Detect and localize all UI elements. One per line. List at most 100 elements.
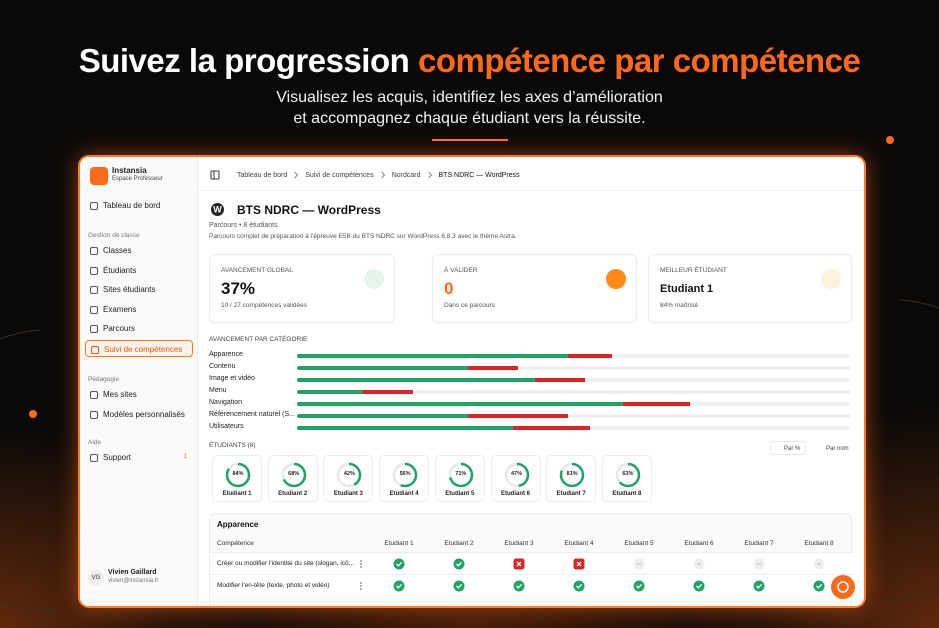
nav-item[interactable]: Suivi de compétences [85,339,193,357]
student-progress: 71% [455,471,467,477]
title-white: Suivez la progression [78,42,410,79]
failed-bar [468,414,568,418]
sidebar-toggle[interactable] [210,170,220,180]
nav-label: Mes sites [103,390,137,399]
stat-label: AVANCEMENT GLOBAL [221,267,293,274]
check [396,583,403,589]
badge: 1 [183,454,187,460]
student-progress: 68% [288,471,300,477]
status-ok [753,580,765,592]
student-card[interactable]: 63% Etudiant 8 [601,455,652,502]
role: Espace Professeur [112,176,163,182]
student-progress: 81% [566,471,578,477]
status-icon[interactable] [393,558,405,570]
sort-button[interactable]: Par nom [812,441,855,455]
student-card[interactable]: 42% Etudiant 3 [323,455,374,502]
nav-section: Pédagogie [88,376,120,383]
status-icon[interactable] [453,580,465,592]
column-header: Etudiant 8 [804,540,834,547]
nav-item[interactable]: Étudiants [85,262,193,279]
column-header: Etudiant 5 [624,540,654,547]
breadcrumb-separator [380,171,385,179]
breadcrumb-item[interactable]: Tableau de bord [237,171,288,179]
breadcrumb-separator [427,171,432,179]
category-label: Contenu [209,363,236,370]
student-name: Etudiant 8 [612,491,642,497]
student-name: Etudiant 6 [500,491,530,497]
nav-item[interactable]: Tableau de bord [85,197,193,214]
hero-title: Suivez la progression compétence par com… [0,42,939,80]
chevron [380,171,385,179]
progress-track [297,402,850,406]
breadcrumb-item[interactable]: Suivi de compétences [305,171,374,179]
check [576,583,583,589]
skills-table: Apparence Compétence Etudiant 1 Etudiant 2… [209,513,853,606]
dot [360,585,362,587]
status-icon[interactable] [513,580,525,592]
wordpress-icon: W [211,203,224,216]
section-title: ÉTUDIANTS (8) [209,442,256,449]
stat-icon [364,269,384,289]
breadcrumb: Tableau de bord Suivi de compétences Nordc… [237,171,520,179]
check [756,583,763,589]
status-icon[interactable] [813,580,825,592]
stat-note: 10 / 27 compétences validées [221,302,307,309]
nav-item[interactable]: Parcours [85,320,193,337]
status-icon[interactable] [753,558,765,570]
nav-icon [90,266,98,275]
status-icon[interactable] [393,580,405,592]
stat-icon [606,269,626,289]
status-ok [453,558,465,570]
stat-label: À VALIDER [444,267,478,274]
status-icon[interactable] [753,580,765,592]
nav-section: Gestion de classe [88,232,140,239]
student-card[interactable]: 71% Etudiant 5 [434,455,485,502]
ring-arc [559,462,585,488]
check [516,583,523,589]
dot [360,566,362,568]
nav-item[interactable]: Support 1 [85,449,193,466]
dot [360,588,362,590]
stat-icon [821,269,841,289]
stat-value: 37% [221,279,256,298]
student-progress: 63% [622,471,634,477]
nav-item[interactable]: Mes sites [85,386,193,403]
status-icon[interactable] [513,558,525,570]
progress-track [297,366,850,370]
student-name: Etudiant 5 [445,491,475,497]
status-icon[interactable] [633,580,645,592]
status-icon[interactable] [573,580,585,592]
nav-item[interactable]: Modèles personnalisés [85,406,193,423]
status-icon[interactable] [633,558,645,570]
status-icon[interactable] [573,558,585,570]
status-ok [813,580,825,592]
student-card[interactable]: 47% Etudiant 6 [490,455,541,502]
validated-bar [297,390,364,394]
stat-card: AVANCEMENT GLOBAL 37% 10 / 27 compétences … [209,254,395,323]
category-label: Menu [209,387,227,394]
student-card[interactable]: 56% Etudiant 4 [379,455,430,502]
nav-label: Support [103,453,132,462]
chat-button[interactable] [831,575,855,599]
nav-item[interactable]: Examens [85,301,193,318]
student-card[interactable]: 84% Etudiant 1 [212,455,262,502]
progress-ring [281,462,306,488]
sort-button[interactable]: Par % [770,441,807,455]
ring-arc [448,462,474,488]
status-ok [693,580,705,592]
student-card[interactable]: 68% Etudiant 2 [267,455,318,502]
nav-item[interactable]: Classes [85,242,193,259]
nav-item[interactable]: Sites étudiants [85,281,193,298]
status-icon[interactable] [693,580,705,592]
status-icon[interactable] [453,558,465,570]
failed-bar [567,354,613,358]
validated-bar [297,402,624,406]
breadcrumb-item[interactable]: Nordcard [391,171,421,179]
nav-icon [90,247,98,255]
student-card[interactable]: 81% Etudiant 7 [546,455,597,502]
status-icon[interactable] [693,558,705,570]
nav-label: Parcours [103,324,136,333]
student-progress: 47% [510,471,522,477]
status-icon[interactable] [813,558,825,570]
